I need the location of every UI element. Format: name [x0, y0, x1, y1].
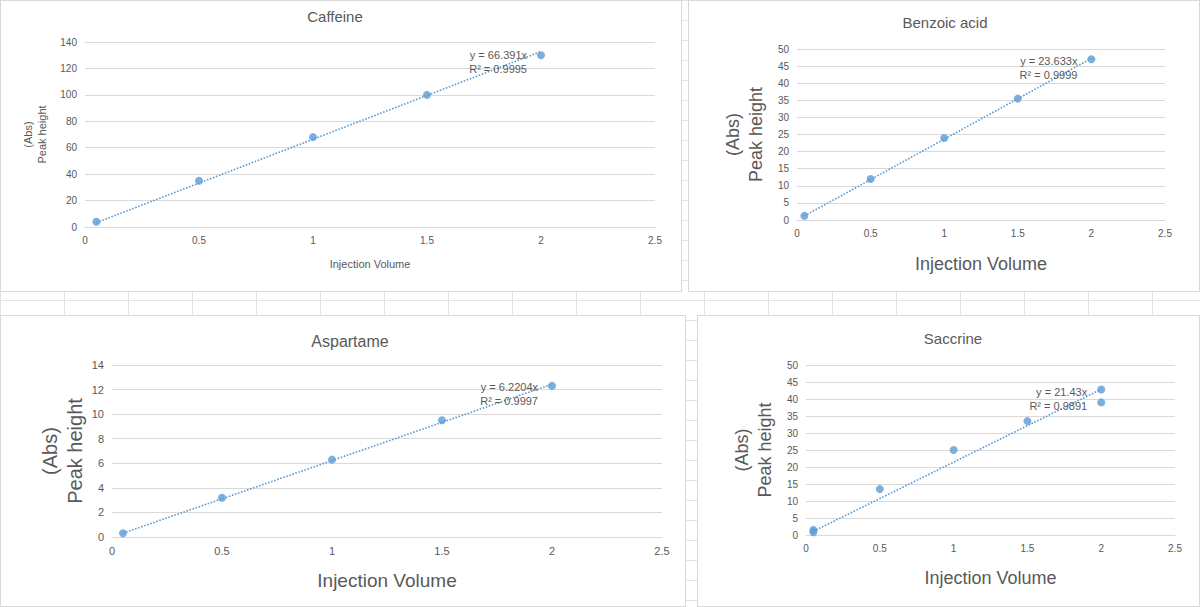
svg-text:2: 2 — [98, 506, 104, 518]
svg-text:50: 50 — [778, 44, 790, 55]
svg-text:Peak height: Peak height — [36, 105, 48, 163]
svg-text:60: 60 — [66, 142, 78, 153]
svg-text:0: 0 — [82, 235, 88, 246]
svg-text:20: 20 — [787, 462, 799, 473]
svg-text:14: 14 — [92, 359, 104, 371]
svg-text:10: 10 — [787, 496, 799, 507]
svg-text:45: 45 — [778, 61, 790, 72]
svg-text:2: 2 — [538, 235, 544, 246]
svg-text:25: 25 — [778, 129, 790, 140]
svg-text:Injection Volume: Injection Volume — [317, 570, 456, 591]
svg-text:Benzoic acid: Benzoic acid — [902, 14, 987, 31]
svg-text:1: 1 — [951, 543, 957, 554]
svg-text:30: 30 — [787, 428, 799, 439]
svg-text:5: 5 — [783, 197, 789, 208]
svg-text:1: 1 — [310, 235, 316, 246]
svg-text:40: 40 — [787, 394, 799, 405]
svg-text:0.5: 0.5 — [873, 543, 887, 554]
svg-text:10: 10 — [92, 408, 104, 420]
svg-text:Caffeine: Caffeine — [307, 8, 363, 25]
svg-text:12: 12 — [92, 384, 104, 396]
svg-text:45: 45 — [787, 377, 799, 388]
svg-text:Aspartame: Aspartame — [311, 333, 388, 350]
svg-text:2.5: 2.5 — [654, 545, 669, 557]
svg-text:35: 35 — [787, 411, 799, 422]
svg-text:30: 30 — [778, 112, 790, 123]
svg-text:Peak height: Peak height — [755, 402, 775, 497]
svg-text:y = 6.2204x: y = 6.2204x — [481, 381, 539, 393]
svg-text:Peak height: Peak height — [746, 87, 766, 182]
svg-text:35: 35 — [778, 95, 790, 106]
svg-text:1.5: 1.5 — [434, 545, 449, 557]
svg-text:5: 5 — [792, 513, 798, 524]
svg-text:0: 0 — [783, 215, 789, 226]
svg-text:y = 23.633x: y = 23.633x — [1020, 55, 1078, 67]
svg-text:(Abs): (Abs) — [723, 113, 743, 156]
svg-text:80: 80 — [66, 116, 78, 127]
svg-text:40: 40 — [66, 169, 78, 180]
svg-text:8: 8 — [98, 433, 104, 445]
svg-text:0.5: 0.5 — [214, 545, 229, 557]
svg-text:15: 15 — [778, 163, 790, 174]
svg-text:Injection Volume: Injection Volume — [924, 568, 1056, 588]
svg-text:0.5: 0.5 — [864, 228, 878, 239]
svg-text:2: 2 — [1098, 543, 1104, 554]
svg-text:R² = 0.9999: R² = 0.9999 — [1020, 69, 1078, 81]
svg-text:6: 6 — [98, 457, 104, 469]
svg-text:20: 20 — [66, 195, 78, 206]
svg-text:0: 0 — [98, 531, 104, 543]
svg-text:2: 2 — [549, 545, 555, 557]
svg-text:0.5: 0.5 — [192, 235, 206, 246]
svg-text:25: 25 — [787, 445, 799, 456]
svg-text:(Abs): (Abs) — [22, 121, 34, 147]
svg-text:0: 0 — [792, 530, 798, 541]
svg-text:2.5: 2.5 — [648, 235, 662, 246]
svg-text:140: 140 — [60, 37, 77, 48]
svg-text:1.5: 1.5 — [420, 235, 434, 246]
svg-text:1: 1 — [329, 545, 335, 557]
svg-text:y = 66.391x: y = 66.391x — [470, 49, 528, 61]
svg-text:10: 10 — [778, 180, 790, 191]
svg-text:100: 100 — [60, 89, 77, 100]
svg-text:R² = 0.9997: R² = 0.9997 — [480, 395, 538, 407]
svg-text:(Abs): (Abs) — [732, 428, 752, 471]
svg-text:R² = 0.9891: R² = 0.9891 — [1029, 400, 1087, 412]
svg-text:Saccrine: Saccrine — [924, 330, 982, 347]
svg-text:50: 50 — [787, 360, 799, 371]
svg-text:40: 40 — [778, 78, 790, 89]
svg-text:1: 1 — [941, 228, 947, 239]
svg-text:Injection Volume: Injection Volume — [915, 254, 1047, 274]
svg-text:2.5: 2.5 — [1168, 543, 1182, 554]
svg-text:4: 4 — [98, 482, 104, 494]
svg-text:0: 0 — [71, 222, 77, 233]
svg-text:1.5: 1.5 — [1020, 543, 1034, 554]
svg-text:R² = 0.9995: R² = 0.9995 — [469, 63, 527, 75]
svg-text:Peak height: Peak height — [64, 398, 86, 504]
svg-text:20: 20 — [778, 146, 790, 157]
svg-text:0: 0 — [803, 543, 809, 554]
svg-text:y = 21.43x: y = 21.43x — [1036, 386, 1088, 398]
svg-text:15: 15 — [787, 479, 799, 490]
svg-text:2.5: 2.5 — [1158, 228, 1172, 239]
svg-text:120: 120 — [60, 63, 77, 74]
svg-text:0: 0 — [109, 545, 115, 557]
svg-text:Injection Volume: Injection Volume — [330, 258, 411, 270]
svg-text:(Abs): (Abs) — [39, 427, 61, 475]
svg-text:2: 2 — [1089, 228, 1095, 239]
svg-text:1.5: 1.5 — [1011, 228, 1025, 239]
svg-text:0: 0 — [794, 228, 800, 239]
